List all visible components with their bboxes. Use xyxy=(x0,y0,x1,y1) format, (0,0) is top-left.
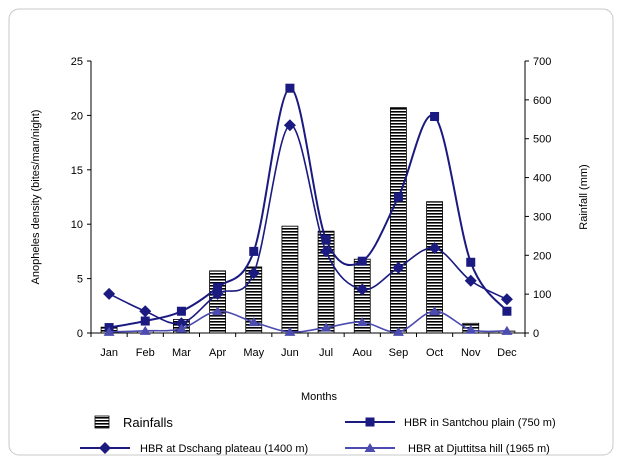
x-tick-label: Sep xyxy=(389,347,409,359)
data-point-diamond xyxy=(392,261,405,274)
data-point-triangle xyxy=(175,323,187,333)
rainfall-bar xyxy=(209,270,226,334)
y-left-tick-label: 20 xyxy=(71,110,83,122)
x-tick-label: Nov xyxy=(461,347,481,359)
data-point-triangle xyxy=(103,326,115,336)
legend-label-diamond: HBR at Dschang plateau (1400 m) xyxy=(140,443,308,455)
data-point-square xyxy=(430,111,440,121)
data-point-diamond xyxy=(320,245,333,258)
x-tick-label: Apr xyxy=(209,347,226,359)
data-point-square xyxy=(393,192,403,202)
data-point-square xyxy=(176,306,186,316)
x-tick-label: Feb xyxy=(136,347,155,359)
data-point-square xyxy=(466,257,476,267)
x-tick-label: Oct xyxy=(426,347,443,359)
axes xyxy=(87,60,529,337)
data-point-triangle xyxy=(212,306,224,316)
data-point-diamond xyxy=(356,283,369,296)
x-tick-label: Jul xyxy=(319,347,333,359)
legend-marker-triangle xyxy=(364,443,376,452)
y-right-tick-label: 700 xyxy=(533,56,551,68)
data-point-square xyxy=(502,306,512,316)
data-point-triangle xyxy=(320,322,332,332)
chart-frame xyxy=(8,8,614,456)
legend-label-triangle: HBR at Djuttitsa hill (1965 m) xyxy=(408,443,550,455)
data-point-square xyxy=(249,246,259,256)
x-tick-label: Aou xyxy=(352,347,372,359)
x-tick-label: Dec xyxy=(497,347,517,359)
rainfall-bar xyxy=(281,225,299,334)
data-point-square xyxy=(140,316,150,326)
data-point-diamond xyxy=(211,287,224,300)
x-tick-label: Jan xyxy=(100,347,118,359)
y-right-tick-label: 200 xyxy=(533,250,551,262)
y-left-tick-label: 15 xyxy=(71,165,83,177)
tick-labels: 0 5 10 15 20 25 0 100 200 300 400 500 600 700 Jan Feb Ma… xyxy=(71,56,552,359)
series-line-square xyxy=(108,87,508,329)
x-axis-title: Months xyxy=(301,391,338,403)
x-tick-label: Jun xyxy=(281,347,299,359)
y-right-tick-label: 500 xyxy=(533,134,551,146)
data-point-diamond xyxy=(428,242,441,255)
hbr-lines xyxy=(103,83,513,336)
y-left-tick-label: 0 xyxy=(77,328,83,340)
x-tick-label: May xyxy=(243,347,264,359)
data-point-diamond xyxy=(500,293,513,306)
data-point-square xyxy=(285,83,295,93)
x-tick-label: Mar xyxy=(172,347,191,359)
y-right-tick-label: 0 xyxy=(533,328,539,340)
data-point-diamond xyxy=(247,267,260,280)
data-point-triangle xyxy=(392,326,404,336)
data-point-triangle xyxy=(429,306,441,316)
legend-marker-diamond xyxy=(99,442,111,454)
legend-rainfall-label: Rainfalls xyxy=(123,415,173,430)
y-left-tick-label: 10 xyxy=(71,219,83,231)
y-axis-left-title: Anopheles density (bites/man/night) xyxy=(30,110,42,285)
y-left-tick-label: 5 xyxy=(77,274,83,286)
rainfall-bars xyxy=(100,107,516,334)
y-right-tick-label: 400 xyxy=(533,173,551,185)
y-left-tick-label: 25 xyxy=(71,56,83,68)
legend-marker-square xyxy=(365,417,375,427)
y-right-tick-label: 100 xyxy=(533,289,551,301)
data-point-triangle xyxy=(465,324,477,334)
data-point-diamond xyxy=(283,119,296,132)
data-point-triangle xyxy=(248,317,260,327)
data-point-square xyxy=(357,256,367,266)
data-point-diamond xyxy=(464,274,477,287)
rainfall-bar xyxy=(390,107,407,334)
y-axis-right-title: Rainfall (mm) xyxy=(578,164,590,229)
y-right-tick-label: 600 xyxy=(533,95,551,107)
legend-rainfall-swatch xyxy=(94,415,110,429)
data-point-square xyxy=(213,282,223,292)
data-point-triangle xyxy=(356,317,368,327)
data-point-diamond xyxy=(175,317,188,330)
legend: Rainfalls HBR in Santchou plain (750 m) HB… xyxy=(80,415,556,455)
data-point-triangle xyxy=(501,325,513,335)
y-right-tick-label: 300 xyxy=(533,211,551,223)
data-point-diamond xyxy=(103,287,116,300)
data-point-triangle xyxy=(139,325,151,335)
data-point-triangle xyxy=(284,326,296,336)
data-point-diamond xyxy=(139,305,152,318)
data-point-square xyxy=(321,234,331,244)
legend-label-square: HBR in Santchou plain (750 m) xyxy=(404,417,556,429)
